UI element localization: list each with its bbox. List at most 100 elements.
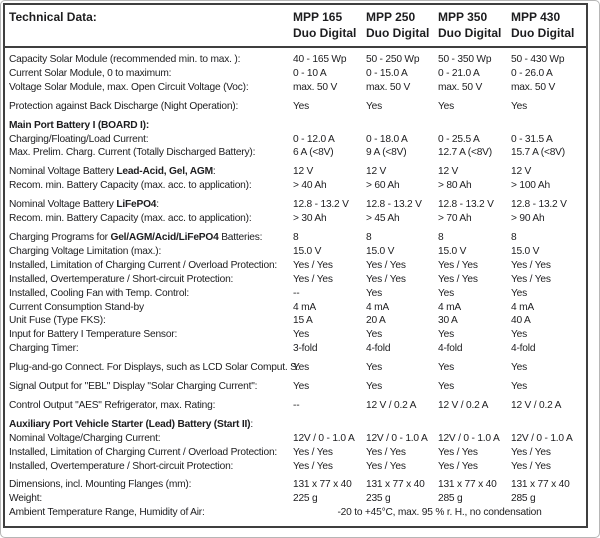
product-model: MPP 430 bbox=[511, 10, 561, 24]
row-value: 12.8 - 13.2 V bbox=[438, 199, 494, 211]
table-group: Main Port Battery I (BOARD I): Charging/F… bbox=[9, 119, 586, 161]
row-value: Yes / Yes bbox=[366, 460, 406, 472]
row-label: Current Solar Module, 0 to maximum: bbox=[9, 67, 172, 79]
row-value: 12V / 0 - 1.0 A bbox=[438, 432, 500, 444]
row-value: 12 V bbox=[293, 166, 314, 178]
row-value: 12.8 - 13.2 V bbox=[293, 199, 349, 211]
product-model: MPP 250 bbox=[366, 10, 416, 24]
table-body: Capacity Solar Module (recommended min. … bbox=[5, 48, 586, 520]
row-label: Control Output "AES" Refrigerator, max. … bbox=[9, 399, 216, 411]
table-row: Max. Prelim. Charg. Current (Totally Dis… bbox=[9, 146, 586, 160]
row-value: Yes / Yes bbox=[366, 446, 406, 458]
row-value: 0 - 25.5 A bbox=[438, 133, 480, 145]
row-label: Auxiliary Port Vehicle Starter (Lead) Ba… bbox=[9, 418, 253, 430]
row-value: Yes / Yes bbox=[438, 259, 478, 271]
table-title: Technical Data: bbox=[9, 10, 97, 24]
row-label: Voltage Solar Module, max. Open Circuit … bbox=[9, 81, 249, 93]
table-row: Signal Output for "EBL" Display "Solar C… bbox=[9, 380, 586, 394]
table-row: Charging Programs for Gel/AGM/Acid/LiFeP… bbox=[9, 231, 586, 245]
row-value: 12V / 0 - 1.0 A bbox=[511, 432, 573, 444]
row-label: Protection against Back Discharge (Night… bbox=[9, 100, 239, 112]
row-label: Current Consumption Stand-by bbox=[9, 301, 144, 313]
row-value: Yes bbox=[293, 100, 310, 112]
table-row: Nominal Voltage/Charging Current: 12V / 0… bbox=[9, 432, 586, 446]
table-group: Plug-and-go Connect. For Displays, such … bbox=[9, 361, 586, 375]
row-value bbox=[293, 418, 366, 432]
table-row: Charging Voltage Limitation (max.): 15.0 … bbox=[9, 245, 586, 259]
row-value bbox=[293, 119, 366, 133]
row-value: Yes bbox=[511, 287, 528, 299]
row-label: Input for Battery I Temperature Sensor: bbox=[9, 329, 178, 341]
row-value: > 40 Ah bbox=[293, 180, 327, 192]
table-row: Installed, Limitation of Charging Curren… bbox=[9, 446, 586, 460]
row-value: Yes bbox=[438, 381, 455, 393]
row-value: 4 mA bbox=[438, 301, 461, 313]
row-value: 20 A bbox=[366, 315, 386, 327]
row-value: 12 V bbox=[366, 166, 387, 178]
product-variant: Duo Digital bbox=[293, 26, 357, 40]
row-value: 131 x 77 x 40 bbox=[366, 479, 425, 491]
row-value: 4 mA bbox=[293, 301, 316, 313]
row-value: 6 A (<8V) bbox=[293, 147, 334, 159]
row-value: Yes bbox=[366, 287, 383, 299]
row-value: 4-fold bbox=[366, 343, 391, 355]
table-group: Capacity Solar Module (recommended min. … bbox=[9, 53, 586, 95]
row-value bbox=[438, 418, 511, 432]
table-header: Technical Data: MPP 165 Duo Digital MPP … bbox=[5, 5, 586, 48]
row-value: 9 A (<8V) bbox=[366, 147, 407, 159]
table-row: Voltage Solar Module, max. Open Circuit … bbox=[9, 81, 586, 95]
row-value: 12V / 0 - 1.0 A bbox=[366, 432, 428, 444]
row-value bbox=[438, 119, 511, 133]
row-value: 30 A bbox=[438, 315, 458, 327]
row-value: Yes / Yes bbox=[366, 259, 406, 271]
table-row: Nominal Voltage Battery LiFePO4: 12.8 - 1… bbox=[9, 198, 586, 212]
table-group: Protection against Back Discharge (Night… bbox=[9, 100, 586, 114]
row-value: > 70 Ah bbox=[438, 213, 472, 225]
row-value: 0 - 10 A bbox=[293, 67, 327, 79]
row-value: Yes bbox=[438, 362, 455, 374]
row-value: Yes bbox=[511, 100, 528, 112]
row-value: 3-fold bbox=[293, 343, 318, 355]
table-group: Signal Output for "EBL" Display "Solar C… bbox=[9, 380, 586, 394]
row-value: 131 x 77 x 40 bbox=[293, 479, 352, 491]
table-group: Control Output "AES" Refrigerator, max. … bbox=[9, 399, 586, 413]
row-label: Plug-and-go Connect. For Displays, such … bbox=[9, 362, 300, 374]
row-value: > 45 Ah bbox=[366, 213, 400, 225]
row-label: Charging Voltage Limitation (max.): bbox=[9, 245, 162, 257]
row-value: > 90 Ah bbox=[511, 213, 545, 225]
table-row: Recom. min. Battery Capacity (max. acc. … bbox=[9, 179, 586, 193]
row-value: 0 - 31.5 A bbox=[511, 133, 553, 145]
row-value: 15.0 V bbox=[438, 245, 467, 257]
row-label: Installed, Limitation of Charging Curren… bbox=[9, 446, 278, 458]
row-value: Yes bbox=[438, 100, 455, 112]
row-value: Yes bbox=[293, 381, 310, 393]
table-row: Unit Fuse (Type FKS): 15 A 20 A 30 A 40 A bbox=[9, 314, 586, 328]
row-value: Yes bbox=[438, 287, 455, 299]
row-value: 8 bbox=[366, 231, 372, 243]
row-value: 12 V bbox=[511, 166, 532, 178]
row-value: 12 V / 0.2 A bbox=[438, 399, 489, 411]
row-label: Recom. min. Battery Capacity (max. acc. … bbox=[9, 180, 252, 192]
row-label: Main Port Battery I (BOARD I): bbox=[9, 119, 150, 131]
row-value: -- bbox=[293, 399, 300, 411]
table-row: Recom. min. Battery Capacity (max. acc. … bbox=[9, 212, 586, 226]
row-label: Dimensions, incl. Mounting Flanges (mm): bbox=[9, 479, 192, 491]
row-value: 15.0 V bbox=[366, 245, 395, 257]
row-label: Charging/Floating/Load Current: bbox=[9, 133, 149, 145]
row-value: > 30 Ah bbox=[293, 213, 327, 225]
row-value: Yes / Yes bbox=[293, 273, 333, 285]
row-value: 12 V / 0.2 A bbox=[511, 399, 562, 411]
row-value: 235 g bbox=[366, 493, 391, 505]
table-group: Dimensions, incl. Mounting Flanges (mm):… bbox=[9, 478, 586, 520]
row-value: Yes / Yes bbox=[511, 446, 551, 458]
row-value: Yes / Yes bbox=[438, 460, 478, 472]
row-value: 0 - 18.0 A bbox=[366, 133, 408, 145]
table-row: Installed, Overtemperature / Short-circu… bbox=[9, 273, 586, 287]
table-group: Charging Programs for Gel/AGM/Acid/LiFeP… bbox=[9, 231, 586, 356]
column-header-mpp250: MPP 250 Duo Digital bbox=[366, 9, 438, 41]
row-value: 131 x 77 x 40 bbox=[438, 479, 497, 491]
row-value: Yes bbox=[293, 362, 310, 374]
row-value: max. 50 V bbox=[366, 81, 411, 93]
table-row: Charging Timer: 3-fold 4-fold 4-fold 4-fold bbox=[9, 342, 586, 356]
row-value: 15.0 V bbox=[293, 245, 322, 257]
